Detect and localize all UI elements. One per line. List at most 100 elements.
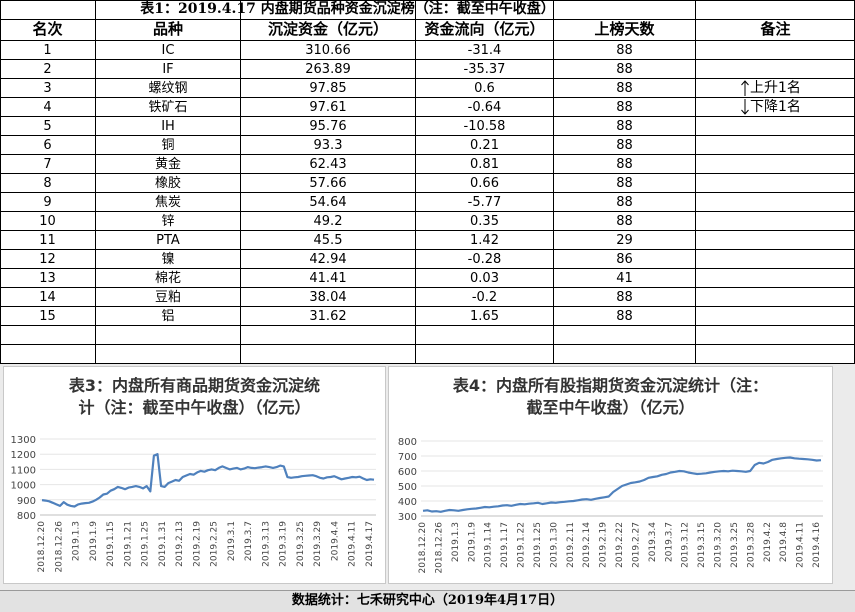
cell-rank: 10 [39, 214, 56, 229]
commodity-xtick-label: 2019.2.13 [175, 521, 185, 567]
cell-funds: 263.89 [305, 62, 351, 77]
grid-line [0, 344, 855, 345]
header-notes: 备注 [760, 20, 791, 38]
header-rank: 名次 [32, 20, 63, 38]
cell-days: 41 [616, 271, 633, 286]
grid-line [0, 40, 855, 41]
grid-line [0, 0, 1, 364]
grid-line [695, 0, 696, 364]
arrow-down-icon [741, 99, 749, 115]
grid-line [0, 97, 855, 98]
cell-days: 88 [616, 62, 633, 77]
cell-rank: 3 [43, 81, 52, 96]
commodity-xtick-label: 2019.4.11 [348, 521, 358, 567]
cell-rank: 6 [43, 138, 52, 153]
cell-days: 88 [616, 100, 633, 115]
commodity-ytick-label: 1200 [11, 450, 36, 461]
cell-funds: 57.66 [309, 176, 347, 191]
chart-panel-index: 表4：内盘所有股指期货资金沉淀统计（注： 截至中午收盘）（亿元） 300 400 5… [388, 366, 833, 584]
header-name: 品种 [152, 20, 183, 38]
grid-line [0, 211, 855, 212]
cell-name: 黄金 [154, 157, 181, 172]
cell-days: 88 [616, 195, 633, 210]
cell-funds: 97.85 [309, 81, 347, 96]
index-xtick-label: 2019.3.12 [681, 522, 691, 568]
grid-line [0, 135, 855, 136]
cell-rank: 1 [43, 43, 52, 58]
cell-flow: -0.2 [471, 290, 498, 305]
cell-funds: 42.94 [309, 252, 347, 267]
index-xtick-label: 2019.4.11 [796, 522, 806, 568]
commodity-xtick-label: 2019.1.3 [72, 521, 82, 561]
index-xtick-label: 2019.1.3 [451, 522, 461, 562]
cell-days: 88 [616, 138, 633, 153]
note-down: 下降1名 [740, 98, 801, 116]
cell-flow: -31.4 [467, 43, 502, 58]
index-xtick-label: 2019.2.11 [566, 522, 576, 568]
index-xtick-label: 2019.3.4 [648, 522, 658, 562]
grid-line [0, 230, 855, 231]
cell-name: 豆粕 [154, 290, 181, 305]
cell-rank: 13 [39, 271, 56, 286]
arrow-up-icon [741, 80, 749, 96]
cell-funds: 45.5 [313, 233, 343, 248]
cell-flow: 1.65 [470, 309, 499, 324]
grid-line [415, 0, 416, 364]
index-ytick-label: 500 [398, 482, 417, 493]
cell-name: IF [162, 62, 174, 77]
commodity-ytick-label: 1100 [11, 465, 36, 476]
cell-days: 86 [616, 252, 633, 267]
index-xtick-label: 2019.2.22 [615, 522, 625, 568]
cell-flow: 0.81 [470, 157, 499, 172]
index-ytick-label: 300 [398, 512, 417, 523]
grid-line [0, 59, 855, 60]
cell-flow: 0.66 [470, 176, 499, 191]
table-title: 表1：2019.4.17 内盘期货品种资金沉淀榜（注：截至中午收盘） [140, 1, 555, 17]
chart-title-commodity-line1: 表3：内盘所有商品期货资金沉淀统 [68, 376, 321, 395]
cell-funds: 38.04 [309, 290, 347, 305]
index-xtick-label: 2019.3.28 [746, 522, 756, 568]
footer: 数据统计：七禾研究中心（2019年4月17日） [0, 590, 855, 612]
commodity-xtick-label: 2019.3.29 [313, 521, 323, 567]
cell-name: 铁矿石 [148, 100, 188, 115]
cell-rank: 8 [43, 176, 52, 191]
index-xtick-label: 2018.12.20 [418, 522, 428, 574]
cell-name: 铝 [161, 309, 175, 324]
cell-flow: -35.37 [463, 62, 506, 77]
grid-line [0, 306, 855, 307]
cell-rank: 11 [39, 233, 56, 248]
grid-line [0, 19, 855, 20]
cell-days: 88 [616, 309, 633, 324]
index-xtick-label: 2019.1.30 [549, 522, 559, 568]
chart-panel-commodity: 表3：内盘所有商品期货资金沉淀统 计（注：截至中午收盘）（亿元） 800 900 1… [3, 366, 386, 584]
commodity-xtick-label: 2019.3.19 [279, 521, 289, 567]
cell-name: 锌 [161, 214, 175, 229]
index-ytick-label: 400 [398, 497, 417, 508]
commodity-xtick-label: 2019.1.25 [141, 521, 151, 567]
cell-rank: 7 [43, 157, 52, 172]
grid-line [0, 173, 855, 174]
index-xtick-label: 2019.4.2 [763, 522, 773, 562]
index-ytick-label: 800 [398, 437, 417, 448]
chart-title-commodity: 表3：内盘所有商品期货资金沉淀统 计（注：截至中午收盘）（亿元） [4, 375, 385, 419]
chart-title-index: 表4：内盘所有股指期货资金沉淀统计（注： 截至中午收盘）（亿元） [389, 375, 832, 419]
grid-line [553, 0, 554, 364]
cell-funds: 49.2 [313, 214, 343, 229]
cell-funds: 93.3 [313, 138, 343, 153]
grid-line [0, 78, 855, 79]
cell-rank: 5 [43, 119, 52, 134]
commodity-xtick-label: 2019.1.15 [106, 521, 116, 567]
index-line-chart: 300 400 500 600 700 800 2018.12.20 2018.12.26 20… [398, 437, 823, 574]
cell-flow: -0.28 [467, 252, 502, 267]
cell-name: 焦炭 [154, 195, 181, 210]
cell-days: 88 [616, 290, 633, 305]
note-up-text: 上升1名 [750, 80, 801, 96]
commodity-xtick-label: 2019.1.21 [123, 521, 133, 567]
cell-flow: 0.03 [470, 271, 499, 286]
grid-line [0, 0, 855, 1]
cell-flow: 0.35 [470, 214, 499, 229]
cell-name: 橡胶 [154, 176, 181, 191]
commodity-line-chart: 800 900 1000 1100 1200 1300 2018.12.20 2018.12.… [11, 435, 376, 573]
cell-name: 螺纹钢 [148, 81, 188, 96]
cell-flow: 0.6 [474, 81, 495, 96]
